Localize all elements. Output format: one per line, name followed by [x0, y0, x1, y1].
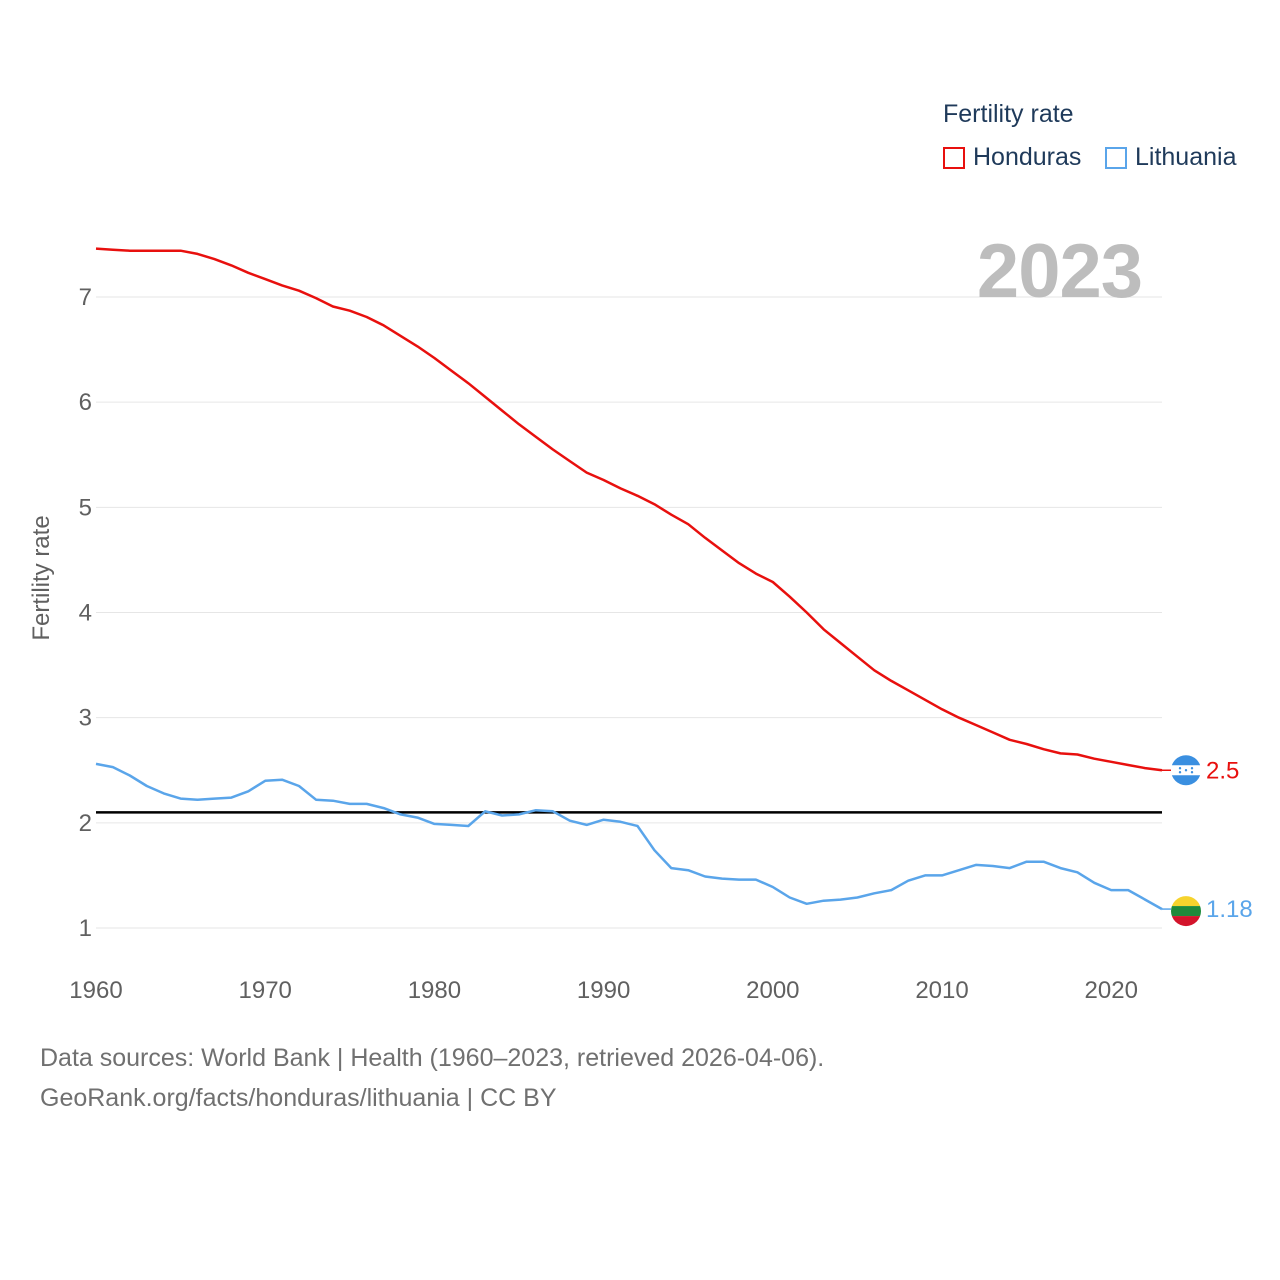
legend-swatch-honduras [943, 146, 965, 169]
end-markers: 2.5 1.18 [1171, 755, 1253, 927]
x-tick-label: 2010 [915, 977, 968, 1004]
legend-item-honduras[interactable]: Honduras [943, 143, 1081, 172]
x-tick-label: 1980 [408, 977, 461, 1004]
legend-label-honduras: Honduras [973, 143, 1082, 171]
series-line-lithuania [95, 762, 1163, 911]
honduras-flag-icon [1171, 755, 1201, 786]
series-line-honduras [95, 247, 1163, 772]
x-axis-ticks: 1960 1970 1980 1990 2000 2010 2020 [69, 977, 1138, 1004]
y-tick-label: 6 [79, 389, 92, 416]
x-tick-label: 1990 [577, 977, 630, 1004]
y-tick-label: 3 [79, 705, 92, 732]
lithuania-end-label: 1.18 [1206, 896, 1253, 923]
legend-title: Fertility rate [943, 100, 1074, 128]
legend-swatch-lithuania [1105, 146, 1127, 169]
y-tick-label: 5 [79, 494, 92, 521]
data-source-text: Data sources: World Bank | Health (1960–… [40, 1044, 825, 1072]
x-tick-label: 1960 [69, 977, 122, 1004]
x-tick-label: 2000 [746, 977, 799, 1004]
y-tick-label: 7 [79, 284, 92, 311]
lithuania-flag-icon [1171, 896, 1201, 927]
current-year-label: 2023 [976, 229, 1143, 314]
x-tick-label: 1970 [239, 977, 292, 1004]
legend-label-lithuania: Lithuania [1135, 143, 1237, 171]
y-tick-label: 2 [79, 810, 92, 837]
y-tick-label: 4 [79, 600, 92, 627]
honduras-end-label: 2.5 [1206, 757, 1239, 784]
series-lines [95, 247, 1171, 911]
credit-link[interactable]: GeoRank.org/facts/honduras/lithuania | C… [40, 1084, 557, 1112]
grid-lines [96, 296, 1162, 929]
y-axis-title: Fertility rate [28, 515, 55, 641]
y-tick-label: 1 [79, 915, 92, 942]
y-axis-ticks: 1 2 3 4 5 6 7 [79, 284, 92, 942]
legend-item-lithuania[interactable]: Lithuania [1105, 143, 1236, 172]
x-tick-label: 2020 [1085, 977, 1138, 1004]
